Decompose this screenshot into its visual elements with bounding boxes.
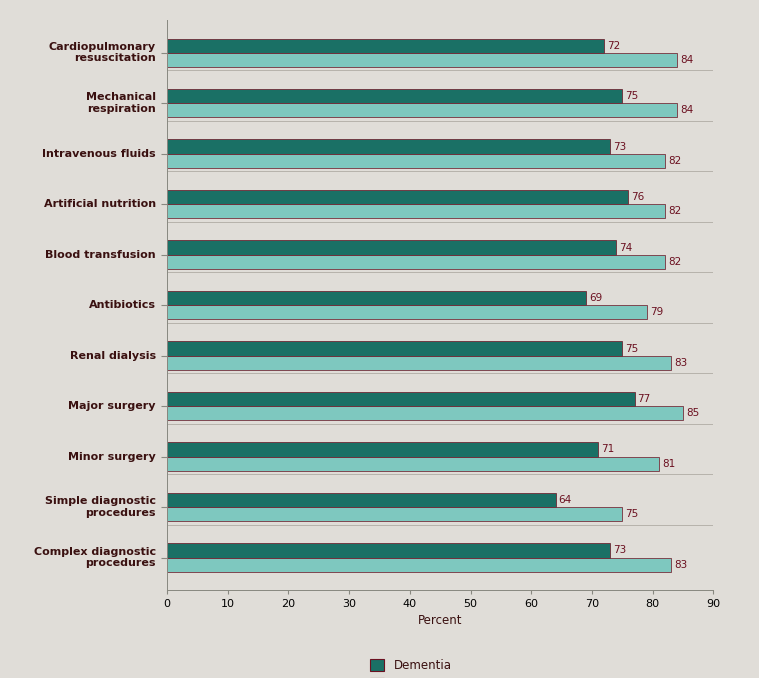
Bar xyxy=(167,154,665,167)
Text: 82: 82 xyxy=(668,206,681,216)
Text: 75: 75 xyxy=(625,344,638,353)
Text: 76: 76 xyxy=(631,192,644,202)
Bar xyxy=(167,443,598,456)
Bar xyxy=(167,507,622,521)
Text: 73: 73 xyxy=(613,142,626,152)
Bar xyxy=(167,342,622,355)
Text: 81: 81 xyxy=(662,458,675,468)
Text: 69: 69 xyxy=(589,293,602,303)
Text: 75: 75 xyxy=(625,509,638,519)
Text: 84: 84 xyxy=(680,55,693,64)
Bar xyxy=(167,53,677,67)
Bar xyxy=(167,204,665,218)
Bar xyxy=(167,241,616,255)
Text: 84: 84 xyxy=(680,105,693,115)
Bar xyxy=(167,39,604,53)
Text: 73: 73 xyxy=(613,546,626,555)
Bar xyxy=(167,103,677,117)
Text: 79: 79 xyxy=(650,307,663,317)
Bar xyxy=(167,89,622,103)
Text: 82: 82 xyxy=(668,156,681,165)
Text: 85: 85 xyxy=(686,408,699,418)
Bar xyxy=(167,255,665,268)
Text: 72: 72 xyxy=(607,41,620,51)
Bar xyxy=(167,493,556,507)
Text: 77: 77 xyxy=(638,394,650,404)
X-axis label: Percent: Percent xyxy=(418,614,462,627)
Bar xyxy=(167,543,610,557)
Bar xyxy=(167,190,628,204)
Bar xyxy=(167,355,671,370)
Bar xyxy=(167,557,671,572)
Text: 82: 82 xyxy=(668,257,681,266)
Bar xyxy=(167,140,610,154)
Text: 83: 83 xyxy=(674,358,687,367)
Text: 71: 71 xyxy=(601,445,614,454)
Bar xyxy=(167,305,647,319)
Text: 83: 83 xyxy=(674,559,687,570)
Text: 64: 64 xyxy=(559,495,572,505)
Bar xyxy=(167,392,635,406)
Bar xyxy=(167,291,586,305)
Text: 74: 74 xyxy=(619,243,632,252)
Text: 75: 75 xyxy=(625,91,638,101)
Bar xyxy=(167,456,659,471)
Legend: Dementia, Dementia and terminal illness: Dementia, Dementia and terminal illness xyxy=(364,653,578,678)
Bar xyxy=(167,406,683,420)
